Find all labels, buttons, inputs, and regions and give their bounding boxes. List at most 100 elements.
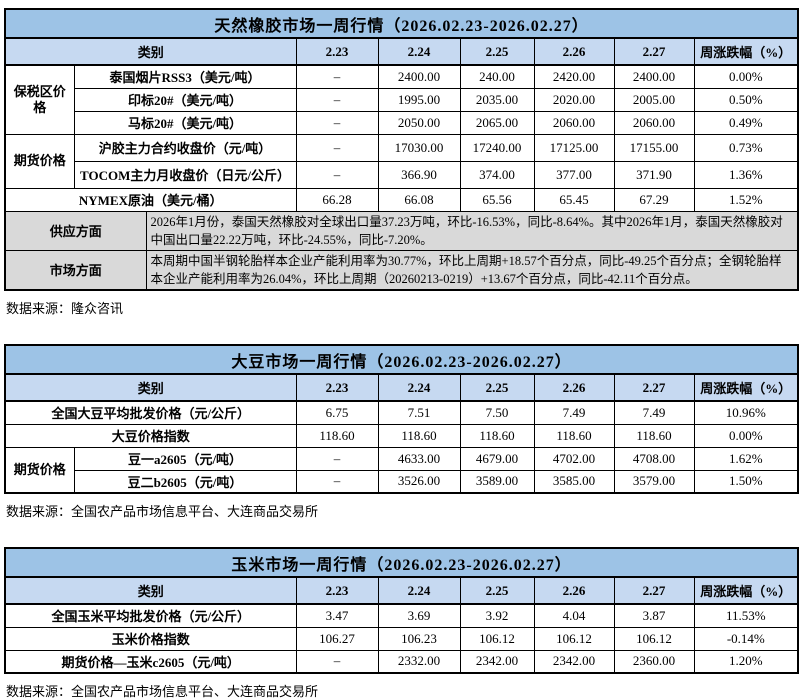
cell-value: 0.50% bbox=[693, 87, 799, 112]
cell-value: 1995.00 bbox=[377, 87, 461, 112]
table-row: 期货价格 豆一a2605（元/吨） – 4633.00 4679.00 4702… bbox=[4, 446, 799, 494]
cell-value: 106.12 bbox=[613, 626, 695, 651]
column-header-date: 2.27 bbox=[613, 37, 695, 66]
column-header-date: 2.25 bbox=[459, 576, 535, 605]
cell-value: 118.60 bbox=[533, 423, 615, 448]
cell-value: 4.04 bbox=[533, 603, 615, 628]
cell-value: – bbox=[295, 469, 379, 494]
cell-value: 240.00 bbox=[459, 64, 535, 89]
table-row: 全国大豆平均批发价格（元/公斤） 6.75 7.51 7.50 7.49 7.4… bbox=[4, 400, 799, 425]
cell-value: 7.49 bbox=[533, 400, 615, 425]
cell-value: 11.53% bbox=[693, 603, 799, 628]
row-label: 大豆价格指数 bbox=[4, 423, 297, 448]
row-group-label: 期货价格 bbox=[4, 133, 75, 189]
cell-value: 4679.00 bbox=[459, 446, 535, 471]
cell-value: 3.92 bbox=[459, 603, 535, 628]
cell-value: 118.60 bbox=[377, 423, 461, 448]
table-row: 豆二b2605（元/吨） – 3526.00 3589.00 3585.00 3… bbox=[5, 469, 799, 494]
column-header-date: 2.27 bbox=[613, 576, 695, 605]
table-note-row: 市场方面 本周期中国半钢轮胎样本企业产能利用率为30.77%，环比上周期+18.… bbox=[4, 249, 799, 291]
column-header-category: 类别 bbox=[4, 373, 297, 402]
cell-value: 3579.00 bbox=[613, 469, 695, 494]
cell-value: 374.00 bbox=[459, 160, 535, 189]
cell-value: 0.00% bbox=[693, 64, 799, 89]
data-source-line: 数据来源：隆众咨讯 bbox=[6, 301, 124, 316]
table-row: 玉米价格指数 106.27 106.23 106.12 106.12 106.1… bbox=[4, 626, 799, 651]
cell-value: 2060.00 bbox=[613, 110, 695, 135]
cell-value: – bbox=[295, 64, 379, 89]
column-header-change: 周涨跌幅（%） bbox=[693, 576, 799, 605]
row-label: NYMEX原油（美元/桶） bbox=[4, 187, 297, 212]
column-header-date: 2.26 bbox=[533, 373, 615, 402]
cell-value: -0.14% bbox=[693, 626, 799, 651]
cell-value: 4708.00 bbox=[613, 446, 695, 471]
column-header-date: 2.23 bbox=[295, 37, 379, 66]
table-row: 印标20#（美元/吨） – 1995.00 2035.00 2020.00 20… bbox=[5, 87, 799, 112]
cell-value: 65.45 bbox=[533, 187, 615, 212]
cell-value: 0.73% bbox=[693, 133, 799, 162]
column-header-date: 2.25 bbox=[459, 37, 535, 66]
cell-value: 2065.00 bbox=[459, 110, 535, 135]
cell-value: 7.49 bbox=[613, 400, 695, 425]
cell-value: 106.12 bbox=[533, 626, 615, 651]
cell-value: 6.75 bbox=[295, 400, 379, 425]
table-row: 马标20#（美元/吨） – 2050.00 2065.00 2060.00 20… bbox=[5, 110, 799, 135]
cell-value: 65.56 bbox=[459, 187, 535, 212]
row-label: 豆一a2605（元/吨） bbox=[73, 446, 297, 471]
table-row: 期货价格 沪胶主力合约收盘价（元/吨） – 17030.00 17240.00 … bbox=[4, 133, 799, 189]
cell-value: 2035.00 bbox=[459, 87, 535, 112]
soybean-market-table: 大豆市场一周行情（2026.02.23-2026.02.27） 类别 2.23 … bbox=[4, 344, 800, 494]
cell-value: 66.08 bbox=[377, 187, 461, 212]
row-group-label: 期货价格 bbox=[4, 446, 75, 494]
data-source-line: 数据来源：全国农产品市场信息平台、大连商品交易所 bbox=[6, 504, 319, 519]
cell-value: 3.69 bbox=[377, 603, 461, 628]
cell-value: 106.27 bbox=[295, 626, 379, 651]
cell-value: – bbox=[295, 133, 379, 162]
cell-value: 377.00 bbox=[533, 160, 615, 189]
row-label: 全国大豆平均批发价格（元/公斤） bbox=[4, 400, 297, 425]
cell-value: 2400.00 bbox=[377, 64, 461, 89]
cell-value: 106.23 bbox=[377, 626, 461, 651]
cell-value: 7.51 bbox=[377, 400, 461, 425]
data-source-line: 数据来源：全国农产品市场信息平台、大连商品交易所 bbox=[6, 684, 319, 699]
table-title: 大豆市场一周行情（2026.02.23-2026.02.27） bbox=[4, 344, 799, 375]
note-text: 本周期中国半钢轮胎样本企业产能利用率为30.77%，环比上周期+18.57个百分… bbox=[145, 249, 799, 291]
cell-value: 2332.00 bbox=[377, 649, 461, 674]
cell-value: – bbox=[295, 110, 379, 135]
cell-value: – bbox=[295, 160, 379, 189]
column-header-category: 类别 bbox=[4, 576, 297, 605]
cell-value: 3526.00 bbox=[377, 469, 461, 494]
row-label: 印标20#（美元/吨） bbox=[73, 87, 297, 112]
table-row: 期货价格—玉米c2605（元/吨） – 2332.00 2342.00 2342… bbox=[4, 649, 799, 674]
cell-value: 17240.00 bbox=[459, 133, 535, 162]
cell-value: 17125.00 bbox=[533, 133, 615, 162]
cell-value: 4633.00 bbox=[377, 446, 461, 471]
cell-value: 118.60 bbox=[459, 423, 535, 448]
row-label: 泰国烟片RSS3（美元/吨） bbox=[73, 64, 297, 89]
table-row: TOCOM主力月收盘价（日元/公斤） – 366.90 374.00 377.0… bbox=[5, 160, 799, 189]
cell-value: 2020.00 bbox=[533, 87, 615, 112]
table-row: 保税区价格 泰国烟片RSS3（美元/吨） – 2400.00 240.00 24… bbox=[4, 64, 799, 135]
note-label: 市场方面 bbox=[4, 249, 147, 291]
cell-value: 2005.00 bbox=[613, 87, 695, 112]
column-header-date: 2.23 bbox=[295, 373, 379, 402]
cell-value: 3.47 bbox=[295, 603, 379, 628]
cell-value: 3585.00 bbox=[533, 469, 615, 494]
cell-value: 2060.00 bbox=[533, 110, 615, 135]
cell-value: 2420.00 bbox=[533, 64, 615, 89]
cell-value: 2050.00 bbox=[377, 110, 461, 135]
cell-value: 17155.00 bbox=[613, 133, 695, 162]
cell-value: 3.87 bbox=[613, 603, 695, 628]
table-row: 全国玉米平均批发价格（元/公斤） 3.47 3.69 3.92 4.04 3.8… bbox=[4, 603, 799, 628]
column-header-date: 2.23 bbox=[295, 576, 379, 605]
row-label: 马标20#（美元/吨） bbox=[73, 110, 297, 135]
cell-value: 4702.00 bbox=[533, 446, 615, 471]
cell-value: 67.29 bbox=[613, 187, 695, 212]
cell-value: 1.50% bbox=[693, 469, 799, 494]
cell-value: 1.52% bbox=[693, 187, 799, 212]
column-header-date: 2.25 bbox=[459, 373, 535, 402]
table-title: 玉米市场一周行情（2026.02.23-2026.02.27） bbox=[4, 547, 799, 578]
column-header-date: 2.27 bbox=[613, 373, 695, 402]
column-header-category: 类别 bbox=[4, 37, 297, 66]
